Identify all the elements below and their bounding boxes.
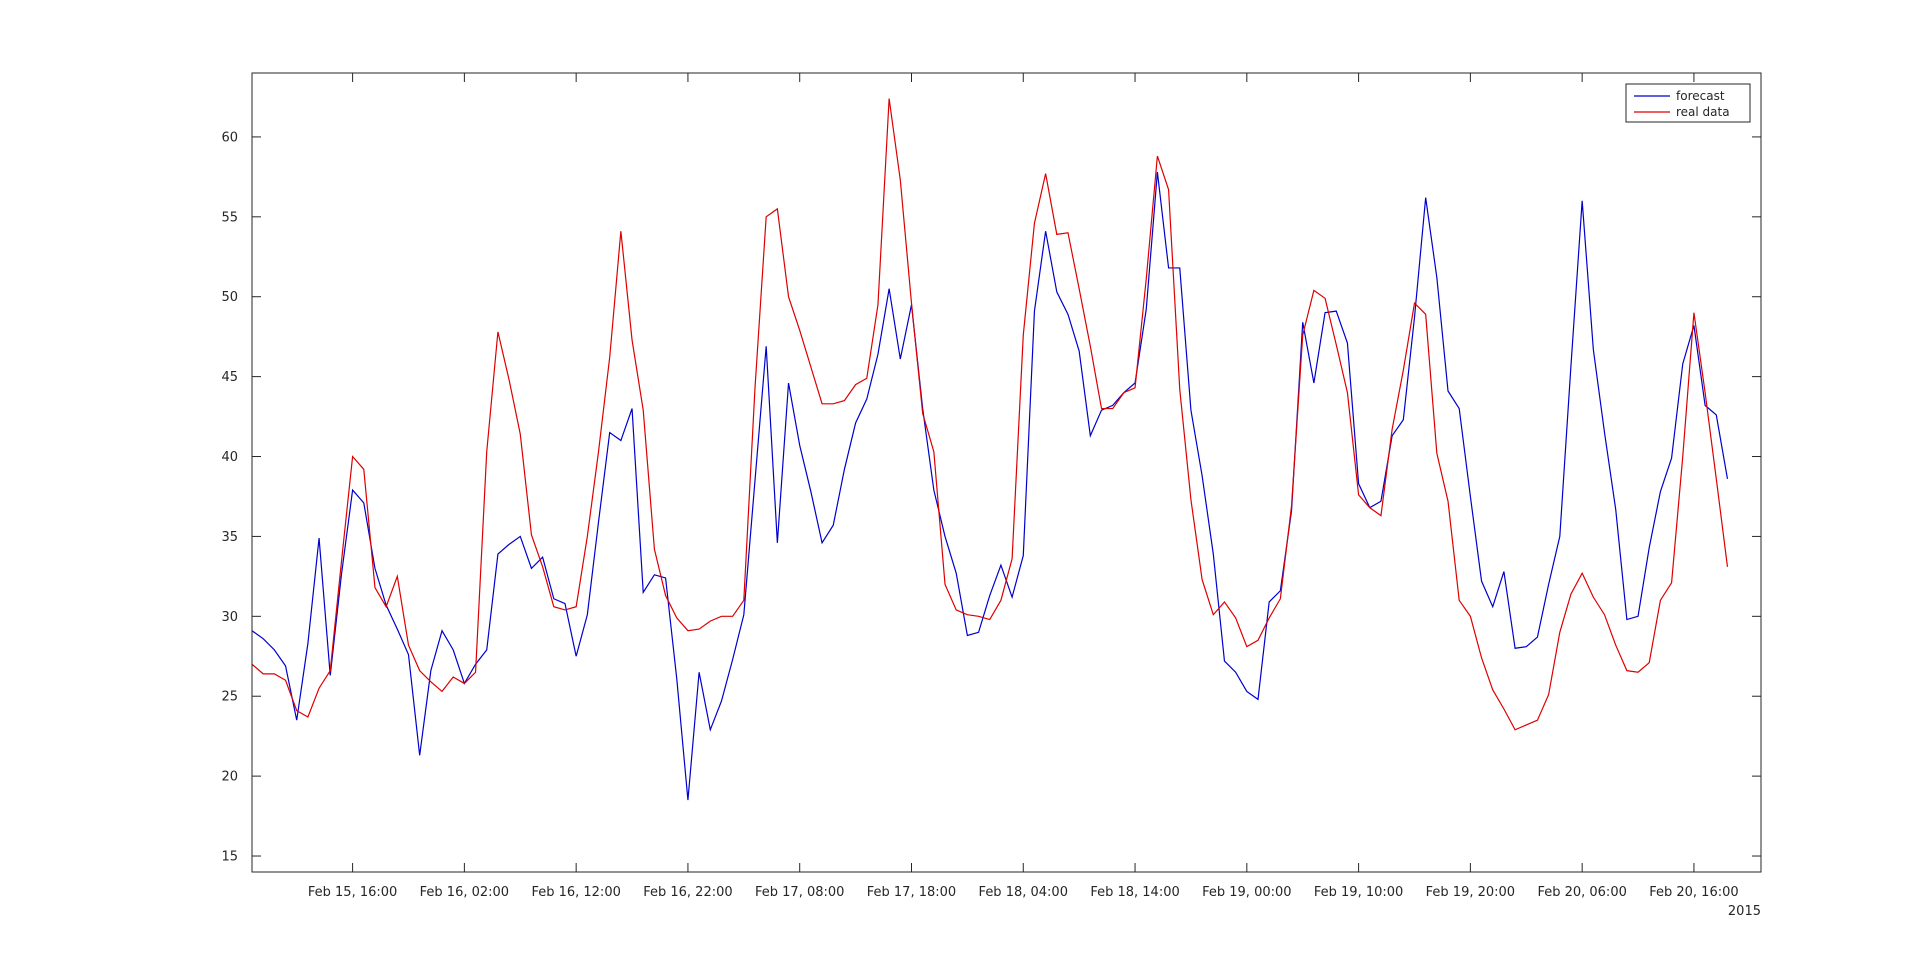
x-tick-label: Feb 18, 04:00 xyxy=(979,885,1068,900)
series-line-real-data xyxy=(251,98,1729,731)
series-line-forecast xyxy=(251,172,1729,801)
x-tick-label: Feb 19, 20:00 xyxy=(1426,885,1515,900)
y-tick-label: 45 xyxy=(221,370,238,385)
legend: forecast real data xyxy=(1625,83,1751,123)
tick-layer: 15 20 25 30 35 40 45 50 55 60 Feb 15, 16:00 Feb 16,… xyxy=(221,73,1761,900)
legend-label-real-data: real data xyxy=(1676,105,1730,119)
y-tick-label: 55 xyxy=(221,210,238,225)
y-tick-label: 50 xyxy=(221,290,238,305)
x-tick-label: Feb 15, 16:00 xyxy=(308,885,397,900)
y-tick-label: 35 xyxy=(221,530,238,545)
x-tick-label: Feb 18, 14:00 xyxy=(1090,885,1179,900)
x-tick-label: Feb 16, 02:00 xyxy=(420,885,509,900)
x-tick-label: Feb 17, 08:00 xyxy=(755,885,844,900)
x-axis-year-label: 2015 xyxy=(1728,904,1761,919)
y-tick-label: 15 xyxy=(221,850,238,865)
legend-box xyxy=(1625,83,1751,123)
x-tick-label: Feb 16, 22:00 xyxy=(643,885,732,900)
y-tick-label: 25 xyxy=(221,690,238,705)
x-tick-label: Feb 19, 00:00 xyxy=(1202,885,1291,900)
x-tick-label: Feb 17, 18:00 xyxy=(867,885,956,900)
x-tick-label: Feb 20, 06:00 xyxy=(1537,885,1626,900)
y-tick-label: 20 xyxy=(221,770,238,785)
axes-box xyxy=(251,72,1762,873)
legend-label-forecast: forecast xyxy=(1676,89,1725,103)
y-tick-label: 30 xyxy=(221,610,238,625)
x-tick-label: Feb 16, 12:00 xyxy=(531,885,620,900)
y-tick-label: 40 xyxy=(221,450,238,465)
y-tick-label: 60 xyxy=(221,130,238,145)
series-layer xyxy=(251,98,1729,801)
x-tick-label: Feb 20, 16:00 xyxy=(1649,885,1738,900)
x-tick-label: Feb 19, 10:00 xyxy=(1314,885,1403,900)
